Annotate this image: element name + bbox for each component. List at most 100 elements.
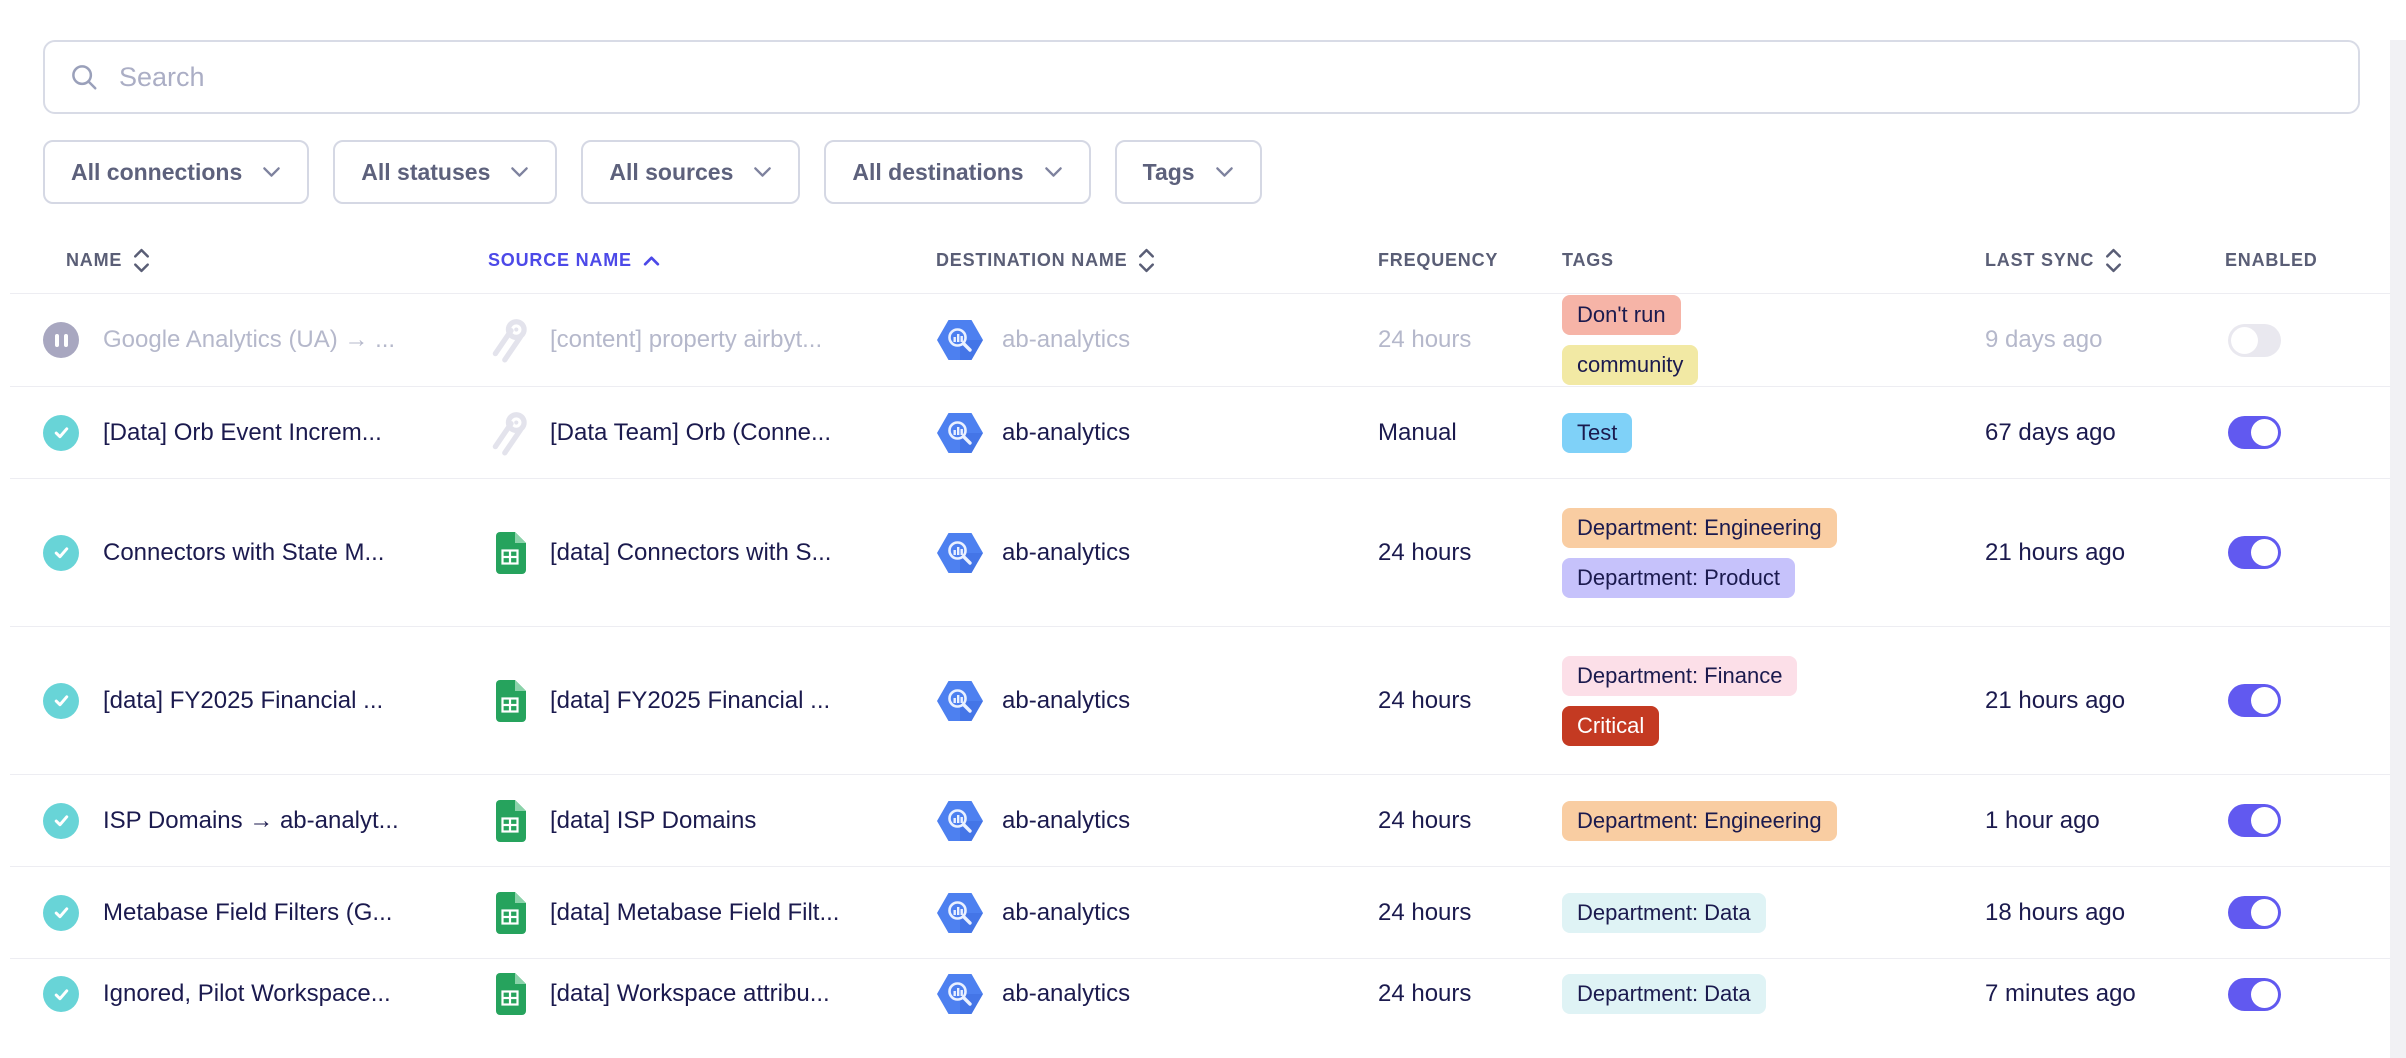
table-row[interactable]: ISP Domains → ab-analyt... [data] ISP Dom… [10, 774, 2390, 866]
table-row[interactable]: Connectors with State M... [data] Connect… [10, 478, 2390, 626]
column-header-tags: TAGS [1562, 250, 1985, 271]
success-status-icon [43, 802, 79, 839]
filter-statuses-label: All statuses [361, 158, 491, 185]
vertical-scrollbar[interactable] [2390, 40, 2406, 1058]
success-status-icon [43, 682, 79, 719]
tags-cell: Department: Engineering [1562, 800, 1985, 841]
column-header-enabled: ENABLED [2205, 250, 2390, 271]
tags-cell: Department: Finance Critical [1562, 655, 1985, 746]
connection-name: ISP Domains → ab-analyt... [103, 806, 399, 834]
destination-name: ab-analytics [1002, 538, 1131, 566]
enabled-toggle[interactable] [2228, 684, 2281, 717]
bigquery-destination-icon [936, 892, 984, 934]
frequency-cell: 24 hours [1378, 807, 1562, 835]
enabled-toggle[interactable] [2228, 804, 2281, 837]
column-header-destination[interactable]: DESTINATION NAME [936, 247, 1378, 274]
chevron-down-icon [262, 166, 281, 178]
connection-name: Metabase Field Filters (G... [103, 898, 393, 926]
column-header-last_sync[interactable]: LAST SYNC [1985, 247, 2205, 274]
chevron-down-icon [753, 166, 772, 178]
destination-name: ab-analytics [1002, 806, 1131, 834]
frequency-cell: 24 hours [1378, 539, 1562, 567]
connection-name: Connectors with State M... [103, 538, 385, 566]
name-cell: Ignored, Pilot Workspace... [10, 976, 488, 1012]
connection-name: [Data] Orb Event Increm... [103, 418, 382, 446]
frequency-value: 24 hours [1378, 898, 1472, 926]
source-name: [data] ISP Domains [550, 806, 757, 834]
destination-cell: ab-analytics [936, 800, 1378, 842]
column-header-tags-label: TAGS [1562, 250, 1614, 270]
table-row[interactable]: Ignored, Pilot Workspace... [data] Worksp… [10, 958, 2390, 1029]
column-header-destination-label: DESTINATION NAME [936, 250, 1128, 270]
last-sync-cell: 18 hours ago [1985, 899, 2205, 927]
sort-both-icon [1137, 247, 1156, 274]
connections-table: NAME SOURCE NAME DESTINATION NAME FREQUENCY… [10, 228, 2390, 1029]
tags-cell: Department: Data [1562, 892, 1985, 933]
last-sync-cell: 21 hours ago [1985, 539, 2205, 567]
tag-badge: Don't run [1562, 295, 1681, 335]
tag-badge: Department: Finance [1562, 655, 1798, 696]
filter-tags[interactable]: Tags [1114, 140, 1262, 204]
sort-both-icon [132, 247, 151, 274]
connection-name: Ignored, Pilot Workspace... [103, 980, 391, 1007]
source-cell: [data] ISP Domains [488, 799, 936, 842]
frequency-value: 24 hours [1378, 326, 1472, 353]
enabled-toggle[interactable] [2228, 896, 2281, 929]
tag-badge: Department: Product [1562, 557, 1795, 598]
column-header-source[interactable]: SOURCE NAME [488, 250, 936, 271]
destination-cell: ab-analytics [936, 319, 1378, 361]
enabled-toggle[interactable] [2228, 416, 2281, 449]
name-cell: [data] FY2025 Financial ... [10, 682, 488, 719]
tags-cell: Department: Engineering Department: Produ… [1562, 507, 1985, 598]
filter-sources[interactable]: All sources [581, 140, 801, 204]
bigquery-destination-icon [936, 319, 984, 361]
filter-destinations[interactable]: All destinations [824, 140, 1091, 204]
enabled-cell [2205, 536, 2390, 569]
name-cell: Metabase Field Filters (G... [10, 894, 488, 931]
last-sync-value: 7 minutes ago [1985, 980, 2136, 1007]
search-input[interactable] [119, 61, 2334, 93]
bigquery-destination-icon [936, 973, 984, 1015]
table-row[interactable]: [data] FY2025 Financial ... [data] FY2025… [10, 626, 2390, 774]
success-status-icon [43, 894, 79, 931]
tag-badge: Department: Data [1562, 974, 1766, 1014]
column-header-source-label: SOURCE NAME [488, 250, 632, 270]
source-cell: [Data Team] Orb (Conne... [488, 410, 936, 456]
filter-sources-label: All sources [609, 158, 734, 185]
tags-cell: Test [1562, 412, 1985, 453]
google-sheets-icon [488, 799, 532, 842]
filter-connections[interactable]: All connections [43, 140, 310, 204]
last-sync-cell: 67 days ago [1985, 419, 2205, 447]
tags-cell: Don't run community [1562, 295, 1985, 385]
tag-badge: Department: Engineering [1562, 507, 1837, 548]
google-sheets-icon [488, 679, 532, 722]
tag-badge: Test [1562, 412, 1633, 453]
frequency-cell: 24 hours [1378, 980, 1562, 1008]
destination-cell: ab-analytics [936, 892, 1378, 934]
tag-badge: community [1562, 345, 1699, 385]
table-row[interactable]: [Data] Orb Event Increm... [Data Team] Or… [10, 386, 2390, 478]
destination-cell: ab-analytics [936, 412, 1378, 454]
bigquery-destination-icon [936, 412, 984, 454]
bigquery-destination-icon [936, 532, 984, 574]
table-row[interactable]: Google Analytics (UA) → ... [content] pro… [10, 294, 2390, 386]
frequency-cell: 24 hours [1378, 687, 1562, 715]
filter-statuses[interactable]: All statuses [333, 140, 558, 204]
search-bar [43, 40, 2360, 114]
filter-tags-label: Tags [1142, 158, 1195, 185]
enabled-toggle[interactable] [2228, 536, 2281, 569]
search-icon [69, 62, 99, 92]
chevron-down-icon [1215, 166, 1234, 178]
column-header-name[interactable]: NAME [10, 247, 488, 274]
source-cell: [data] FY2025 Financial ... [488, 679, 936, 722]
column-header-frequency: FREQUENCY [1378, 250, 1562, 271]
table-body: Google Analytics (UA) → ... [content] pro… [10, 294, 2390, 1029]
table-row[interactable]: Metabase Field Filters (G... [data] Metab… [10, 866, 2390, 958]
enabled-toggle[interactable] [2228, 977, 2281, 1011]
frequency-cell: 24 hours [1378, 326, 1562, 354]
bigquery-destination-icon [936, 680, 984, 722]
source-name: [data] Connectors with S... [550, 538, 832, 566]
tag-badge: Department: Engineering [1562, 800, 1837, 841]
enabled-cell [2205, 896, 2390, 929]
enabled-toggle[interactable] [2228, 323, 2281, 357]
